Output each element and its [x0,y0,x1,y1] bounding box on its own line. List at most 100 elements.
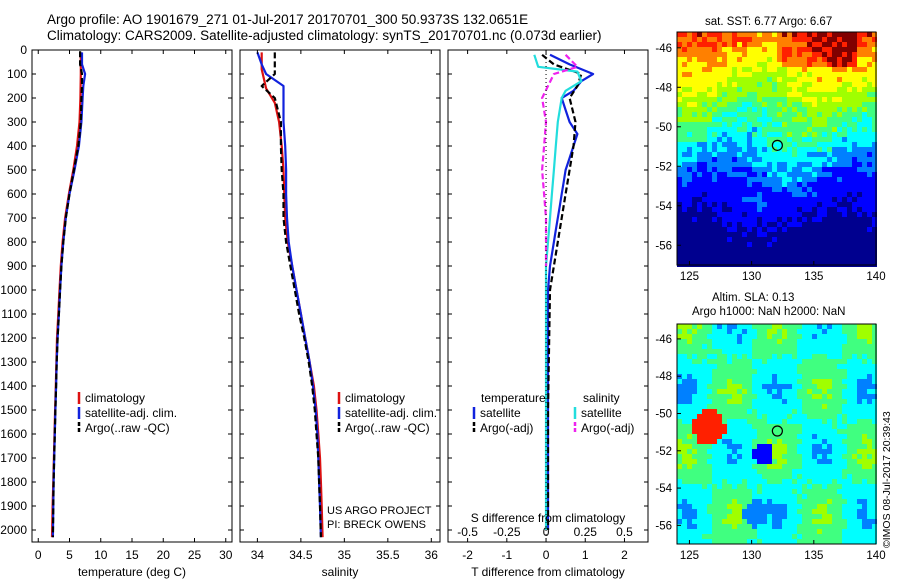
map-cell [727,47,732,52]
map-cell [737,157,742,162]
map-cell [832,52,837,57]
map-cell [707,374,712,379]
map-cell [837,242,842,247]
map-cell [862,409,867,414]
map-cell [707,539,712,544]
map-cell [812,429,817,434]
map-cell [797,419,802,424]
map-cell [837,177,842,182]
map-cell [792,539,797,544]
map-cell [857,182,862,187]
map-cell [782,524,787,529]
map-cell [677,479,682,484]
map-cell [867,404,872,409]
map-cell [842,37,847,42]
map-cell [777,519,782,524]
map-cell [857,42,862,47]
map-cell [837,82,842,87]
map-cell [817,429,822,434]
map-cell [852,37,857,42]
map-cell [867,374,872,379]
map-cell [742,222,747,227]
map-lat-label: -56 [655,520,672,532]
map-cell [777,47,782,52]
difference-series [533,53,595,530]
map-cell [677,404,682,409]
map-cell [867,157,872,162]
map-cell [857,162,862,167]
map-cell [827,444,832,449]
map-cell [712,232,717,237]
map-cell [802,404,807,409]
map-cell [842,207,847,212]
map-cell [717,127,722,132]
map-cell [772,534,777,539]
map-cell [742,67,747,72]
map-cell [682,77,687,82]
map-cell [687,494,692,499]
map-cell [692,479,697,484]
map-cell [842,394,847,399]
map-cell [722,192,727,197]
map-cell [732,87,737,92]
map-cell [762,92,767,97]
map-cell [822,67,827,72]
map-cell [767,349,772,354]
map-cell [767,404,772,409]
map-cell [767,329,772,334]
map-cell [842,359,847,364]
map-cell [747,384,752,389]
map-cell [757,449,762,454]
map-cell [742,107,747,112]
map-cell [702,237,707,242]
map-cell [787,127,792,132]
map-cell [797,449,802,454]
map-cell [872,389,877,394]
map-cell [787,192,792,197]
map-cell [682,202,687,207]
map-cell [807,92,812,97]
map-cell [847,384,852,389]
map-cell [792,162,797,167]
map-cell [842,112,847,117]
salinity-xtick-label: 34 [251,548,265,562]
map-cell [682,499,687,504]
map-cell [867,484,872,489]
map-cell [682,97,687,102]
legend-label: climatology [85,391,145,405]
map-cell [777,102,782,107]
map-cell [702,257,707,262]
map-cell [867,384,872,389]
map-cell [802,222,807,227]
map-cell [792,479,797,484]
map-cell [682,227,687,232]
map-cell [817,374,822,379]
map-cell [832,364,837,369]
map-cell [692,439,697,444]
map-cell [732,182,737,187]
map-cell [812,369,817,374]
temperature-xtick-label: 15 [125,548,139,562]
map-cell [757,359,762,364]
map-cell [687,344,692,349]
map-cell [802,97,807,102]
map-cell [737,242,742,247]
map-cell [792,454,797,459]
map-cell [762,197,767,202]
map-cell [787,349,792,354]
map-cell [747,252,752,257]
map-cell [857,252,862,257]
map-cell [697,82,702,87]
map-cell [772,102,777,107]
map-cell [872,374,877,379]
map-cell [767,82,772,87]
map-cell [702,529,707,534]
map-cell [852,122,857,127]
map-cell [717,334,722,339]
map-cell [727,339,732,344]
map-cell [832,237,837,242]
map-cell [787,484,792,489]
map-cell [697,142,702,147]
map-cell [707,509,712,514]
map-cell [827,67,832,72]
